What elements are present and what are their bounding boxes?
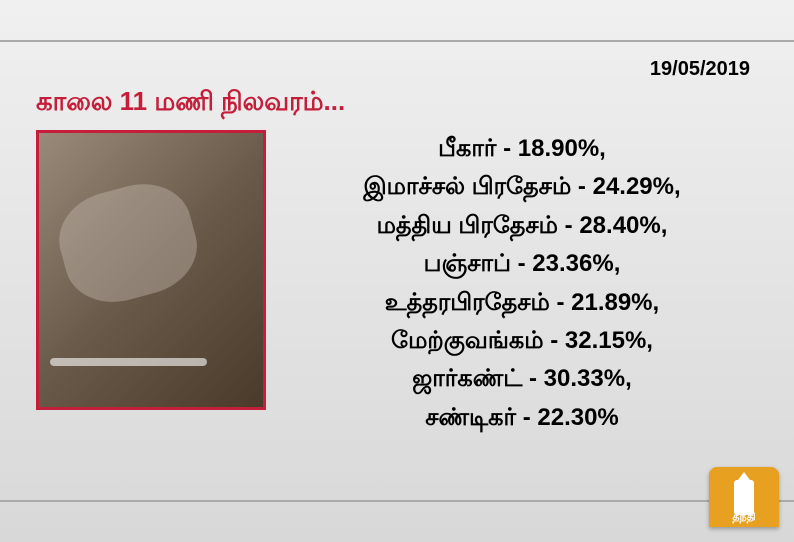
state-row: உத்தரபிரதேசம் - 21.89%, [290,284,754,322]
state-value: 21.89% [571,289,652,316]
state-value: 23.36% [532,250,613,277]
state-value: 18.90% [518,135,599,162]
state-name: மேற்குவங்கம் [391,327,544,354]
state-name: பீகார் [438,135,496,162]
state-value: 24.29% [593,173,674,200]
state-name: பஞ்சாப் [424,250,511,277]
voter-turnout-list: பீகார் - 18.90%, இமாச்சல் பிரதேசம் - 24.… [290,130,754,437]
state-name: சண்டிகர் [425,404,516,431]
logo-lighthouse-icon [734,480,754,515]
top-border [0,40,794,42]
state-value: 28.40% [579,212,660,239]
state-value: 22.30% [537,404,618,431]
infographic-container: 19/05/2019 காலை 11 மணி நிலவரம்... பீகார்… [0,0,794,542]
state-row: சண்டிகர் - 22.30% [290,399,754,437]
state-row: பீகார் - 18.90%, [290,130,754,168]
state-row: ஜார்கண்ட் - 30.33%, [290,360,754,398]
bottom-border [0,500,794,502]
logo-text: தந்தி [732,511,755,525]
state-row: மத்திய பிரதேசம் - 28.40%, [290,207,754,245]
state-name: இமாச்சல் பிரதேசம் [363,173,571,200]
state-name: மத்திய பிரதேசம் [377,212,558,239]
voting-photo-frame [36,130,266,410]
channel-logo: தந்தி [709,467,779,527]
state-row: பஞ்சாப் - 23.36%, [290,245,754,283]
state-value: 30.33% [544,365,625,392]
headline-title: காலை 11 மணி நிலவரம்... [36,86,345,120]
voting-photo [39,133,263,407]
state-name: உத்தரபிரதேசம் [385,289,550,316]
state-name: ஜார்கண்ட் [412,365,522,392]
state-row: இமாச்சல் பிரதேசம் - 24.29%, [290,168,754,206]
date-label: 19/05/2019 [650,58,750,81]
state-value: 32.15% [565,327,646,354]
state-row: மேற்குவங்கம் - 32.15%, [290,322,754,360]
